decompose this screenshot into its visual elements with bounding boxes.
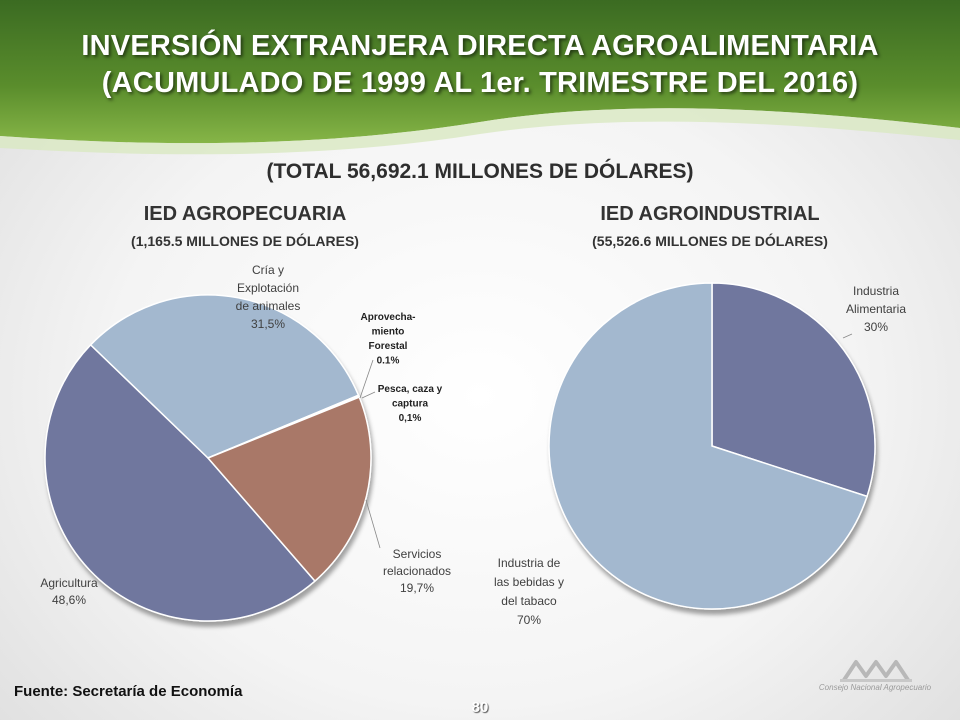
slide-title-line1: INVERSIÓN EXTRANJERA DIRECTA AGROALIMENT… — [81, 30, 879, 62]
agropecuaria-labels: Cría y Explotación de animales 31,5% Aprovec… — [40, 263, 451, 607]
label-pesca-caza-captura: Pesca, caza y captura 0,1% — [378, 384, 443, 424]
header-banner — [0, 0, 960, 155]
label-industria-bebidas-tabaco: Industria de las bebidas y del tabaco 70% — [494, 556, 564, 627]
leader-aprovechamiento — [359, 359, 374, 399]
pie-slice-servicios-relacionados — [206, 396, 372, 583]
agroindustrial-labels: Industria Alimentaria 30% Industria de las b… — [494, 284, 906, 627]
agroindustrial-pie — [548, 282, 876, 610]
label-industria-alimentaria: Industria Alimentaria 30% — [846, 284, 906, 334]
label-aprovechamiento-forestal: Aprovecha-miento Forestal 0.1% — [360, 312, 415, 367]
logo-caption: Consejo Nacional Agropecuario — [818, 683, 932, 692]
source-note: Fuente: Secretaría de Economía — [14, 683, 243, 700]
leader-alimentaria — [842, 333, 853, 339]
agroindustrial-chart-subtitle: (55,526.6 MILLONES DE DÓLARES) — [592, 233, 828, 249]
pie-slice-industria-alimentaria — [711, 282, 876, 498]
cna-logo-icon — [840, 660, 912, 682]
pie-slice-agricultura — [44, 343, 316, 622]
total-caption: (TOTAL 56,692.1 MILLONES DE DÓLARES) — [266, 160, 694, 183]
label-agricultura: Agricultura 48,6% — [40, 576, 98, 607]
agroindustrial-chart-title: IED AGROINDUSTRIAL — [600, 203, 820, 225]
label-cria-explotacion: Cría y Explotación de animales 31,5% — [236, 263, 301, 331]
agropecuaria-chart-subtitle: (1,165.5 MILLONES DE DÓLARES) — [131, 233, 359, 249]
pie-slice-cria-y-explotacion-de-animales — [89, 294, 360, 459]
page-number: 80 — [471, 699, 489, 716]
leader-pesca — [361, 391, 376, 399]
slide-title-line2: (ACUMULADO DE 1999 AL 1er. TRIMESTRE DEL… — [101, 67, 859, 99]
label-servicios-relacionados: Servicios relacionados 19,7% — [383, 547, 451, 595]
pie-slice-industria-de-las-bebidas-y-del-tabaco — [548, 282, 868, 610]
leader-servicios — [365, 499, 381, 549]
agropecuaria-pie — [44, 294, 372, 622]
agropecuaria-chart-title: IED AGROPECUARIA — [143, 203, 347, 225]
